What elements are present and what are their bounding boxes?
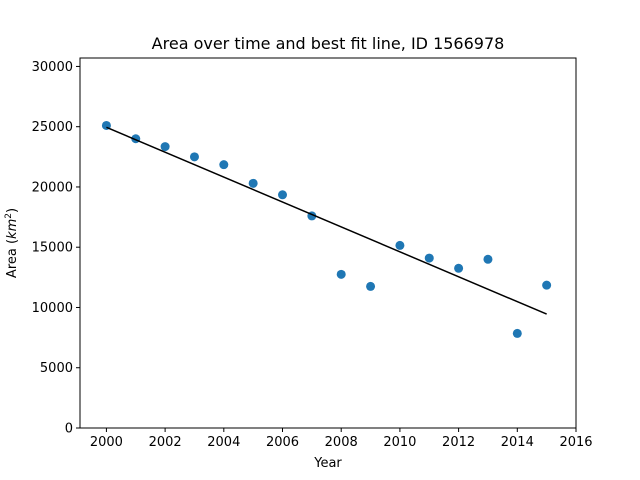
data-point xyxy=(248,178,258,188)
y-axis-label: Area (km2) xyxy=(4,208,20,278)
data-point xyxy=(160,142,170,152)
data-point xyxy=(542,280,552,290)
y-axis-label-unit: km xyxy=(5,219,20,239)
data-point xyxy=(483,254,493,264)
x-tick-label: 2016 xyxy=(559,435,592,450)
data-point xyxy=(395,240,405,250)
y-tick-label: 10000 xyxy=(32,301,73,316)
plot-area: 2000 2002 2004 2006 2008 2010 2012 2014 2016 0 500… xyxy=(32,57,593,450)
y-tick-label: 15000 xyxy=(32,241,73,256)
x-tick-label: 2006 xyxy=(266,435,299,450)
y-tick-label: 20000 xyxy=(32,180,73,195)
x-tick-label: 2002 xyxy=(149,435,182,450)
x-axis-label: Year xyxy=(313,456,342,471)
data-point xyxy=(512,328,522,338)
y-tick-label: 5000 xyxy=(40,361,73,376)
data-point xyxy=(424,253,434,263)
data-point xyxy=(366,281,376,291)
x-tick-label: 2004 xyxy=(207,435,240,450)
data-point xyxy=(336,269,346,279)
x-tick-label: 2010 xyxy=(383,435,416,450)
x-tick-label: 2012 xyxy=(442,435,475,450)
y-tick-label: 0 xyxy=(65,422,73,437)
y-axis-label-suffix: ) xyxy=(5,208,20,213)
y-axis-label-prefix: Area ( xyxy=(5,239,20,278)
x-tick-label: 2014 xyxy=(501,435,534,450)
x-tick-label: 2000 xyxy=(90,435,123,450)
data-point xyxy=(454,263,464,273)
x-tick-label: 2008 xyxy=(325,435,358,450)
data-point xyxy=(219,160,229,170)
chart-title: Area over time and best fit line, ID 156… xyxy=(152,34,505,53)
y-axis-label-exponent: 2 xyxy=(4,213,14,219)
y-tick-label: 25000 xyxy=(32,120,73,135)
data-point xyxy=(189,152,199,162)
data-point xyxy=(278,190,288,200)
y-tick-label: 30000 xyxy=(32,60,73,75)
best-fit-line xyxy=(106,126,547,315)
plot-frame xyxy=(79,57,577,429)
